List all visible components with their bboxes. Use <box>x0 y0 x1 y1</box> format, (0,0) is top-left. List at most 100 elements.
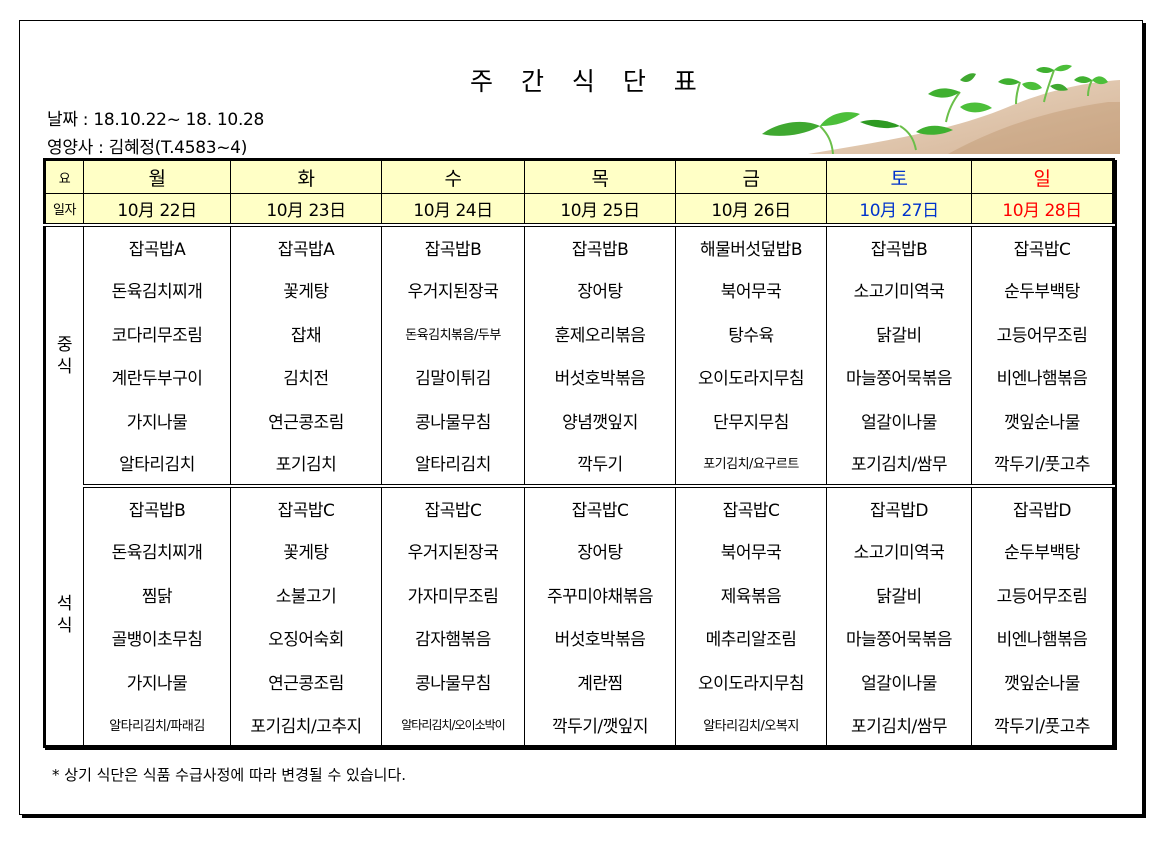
dinner-item: 깍두기/풋고추 <box>971 703 1114 747</box>
dinner-item: 찜닭 <box>83 572 231 616</box>
lunch-row: 가지나물 연근콩조림 콩나물무침 양념깻잎지 단무지무침 얼갈이나물 깻잎순나물 <box>45 398 1114 442</box>
weekday-tue: 화 <box>230 159 382 194</box>
lunch-item: 해물버섯덮밥B <box>675 224 827 268</box>
dinner-item: 알타리김치/오이소박이 <box>381 703 525 747</box>
dinner-item: 잡곡밥C <box>524 485 676 529</box>
dinner-row: 찜닭 소불고기 가자미무조림 주꾸미야채볶음 제육볶음 닭갈비 고등어무조림 <box>45 572 1114 616</box>
dinner-item: 가지나물 <box>83 659 231 703</box>
lunch-row: 알타리김치 포기김치 알타리김치 깍두기 포기김치/요구르트 포기김치/쌈무 깍… <box>45 442 1114 488</box>
change-notice: * 상기 식단은 식품 수급사정에 따라 변경될 수 있습니다. <box>52 766 407 784</box>
dinner-item: 돈육김치찌개 <box>83 529 231 573</box>
weekday-sat: 토 <box>826 159 972 194</box>
lunch-item: 잡곡밥B <box>381 224 525 268</box>
lunch-item: 마늘쫑어묵볶음 <box>826 355 972 399</box>
dinner-item: 포기김치/쌈무 <box>826 703 972 747</box>
lunch-item: 깍두기 <box>524 442 676 488</box>
date-fri: 10月 26日 <box>675 193 827 227</box>
weekday-thu: 목 <box>524 159 676 194</box>
lunch-item: 단무지무침 <box>675 398 827 442</box>
lunch-item: 깍두기/풋고추 <box>971 442 1114 488</box>
dinner-item: 콩나물무침 <box>381 659 525 703</box>
lunch-item: 꽃게탕 <box>230 268 382 312</box>
dinner-item: 순두부백탕 <box>971 529 1114 573</box>
dinner-item: 잡곡밥D <box>826 485 972 529</box>
lunch-item: 코다리무조림 <box>83 311 231 355</box>
dinner-row: 돈육김치찌개 꽃게탕 우거지된장국 장어탕 북어무국 소고기미역국 순두부백탕 <box>45 529 1114 573</box>
seedling-illustration-icon <box>748 52 1120 154</box>
lunch-item: 잡채 <box>230 311 382 355</box>
dinner-item: 마늘쫑어묵볶음 <box>826 616 972 660</box>
dinner-item: 버섯호박볶음 <box>524 616 676 660</box>
weekday-row-label: 요 <box>44 159 84 194</box>
dinner-item: 계란찜 <box>524 659 676 703</box>
lunch-item: 잡곡밥A <box>83 224 231 268</box>
dinner-item: 가자미무조림 <box>381 572 525 616</box>
lunch-row: 돈육김치찌개 꽃게탕 우거지된장국 장어탕 북어무국 소고기미역국 순두부백탕 <box>45 268 1114 312</box>
lunch-item: 계란두부구이 <box>83 355 231 399</box>
dinner-item: 잡곡밥C <box>230 485 382 529</box>
weekday-sun: 일 <box>971 159 1114 194</box>
dinner-item: 비엔나햄볶음 <box>971 616 1114 660</box>
lunch-item: 잡곡밥A <box>230 224 382 268</box>
lunch-item: 연근콩조림 <box>230 398 382 442</box>
lunch-item: 훈제오리볶음 <box>524 311 676 355</box>
lunch-item: 돈육김치찌개 <box>83 268 231 312</box>
dinner-row: 가지나물 연근콩조림 콩나물무침 계란찜 오이도라지무침 얼갈이나물 깻잎순나물 <box>45 659 1114 703</box>
lunch-row: 중식 잡곡밥A 잡곡밥A 잡곡밥B 잡곡밥B 해물버섯덮밥B 잡곡밥B 잡곡밥C <box>44 224 1114 486</box>
lunch-item: 포기김치/요구르트 <box>675 442 827 488</box>
dinner-label: 석식 <box>44 485 84 747</box>
lunch-item: 버섯호박볶음 <box>524 355 676 399</box>
dinner-item: 소고기미역국 <box>826 529 972 573</box>
date-sat: 10月 27日 <box>826 193 972 227</box>
dinner-item: 고등어무조림 <box>971 572 1114 616</box>
date-tue: 10月 23日 <box>230 193 382 227</box>
dinner-item: 알타리김치/오복지 <box>675 703 827 747</box>
dinner-item: 연근콩조림 <box>230 659 382 703</box>
lunch-item: 얼갈이나물 <box>826 398 972 442</box>
dinner-item: 닭갈비 <box>826 572 972 616</box>
dinner-item: 북어무국 <box>675 529 827 573</box>
dinner-item: 얼갈이나물 <box>826 659 972 703</box>
lunch-item: 돈육김치볶음/두부 <box>381 311 525 355</box>
dinner-row: 알타리김치/파래김 포기김치/고추지 알타리김치/오이소박이 깍두기/깻잎지 알… <box>45 703 1114 747</box>
weekday-fri: 금 <box>675 159 827 194</box>
lunch-row: 코다리무조림 잡채 돈육김치볶음/두부 훈제오리볶음 탕수육 닭갈비 고등어무조… <box>45 311 1114 355</box>
lunch-item: 우거지된장국 <box>381 268 525 312</box>
lunch-item: 김치전 <box>230 355 382 399</box>
lunch-item: 잡곡밥C <box>971 224 1114 268</box>
weekday-mon: 월 <box>83 159 231 194</box>
lunch-item: 가지나물 <box>83 398 231 442</box>
dinner-item: 꽃게탕 <box>230 529 382 573</box>
dinner-item: 알타리김치/파래김 <box>83 703 231 747</box>
dinner-item: 장어탕 <box>524 529 676 573</box>
dinner-item: 메추리알조림 <box>675 616 827 660</box>
lunch-item: 북어무국 <box>675 268 827 312</box>
date-sun: 10月 28日 <box>971 193 1114 227</box>
dinner-item: 잡곡밥B <box>83 485 231 529</box>
dinner-item: 깻잎순나물 <box>971 659 1114 703</box>
lunch-item: 비엔나햄볶음 <box>971 355 1114 399</box>
dietitian-info: 영양사 : 김혜정(T.4583~4) <box>47 138 248 158</box>
lunch-item: 잡곡밥B <box>524 224 676 268</box>
dinner-item: 주꾸미야채볶음 <box>524 572 676 616</box>
lunch-item: 깻잎순나물 <box>971 398 1114 442</box>
page-title: 주 간 식 단 표 <box>470 67 707 96</box>
date-thu: 10月 25日 <box>524 193 676 227</box>
lunch-label: 중식 <box>44 224 84 486</box>
dinner-item: 감자햄볶음 <box>381 616 525 660</box>
lunch-item: 탕수육 <box>675 311 827 355</box>
dinner-row: 석식 잡곡밥B 잡곡밥C 잡곡밥C 잡곡밥C 잡곡밥C 잡곡밥D 잡곡밥D <box>44 485 1114 747</box>
lunch-item: 포기김치/쌈무 <box>826 442 972 488</box>
date-row-label: 일자 <box>44 193 84 227</box>
lunch-item: 소고기미역국 <box>826 268 972 312</box>
lunch-item: 순두부백탕 <box>971 268 1114 312</box>
dinner-item: 제육볶음 <box>675 572 827 616</box>
dinner-row: 골뱅이초무침 오징어숙회 감자햄볶음 버섯호박볶음 메추리알조림 마늘쫑어묵볶음… <box>45 616 1114 660</box>
lunch-item: 닭갈비 <box>826 311 972 355</box>
lunch-row: 계란두부구이 김치전 김말이튀김 버섯호박볶음 오이도라지무침 마늘쫑어묵볶음 … <box>45 355 1114 399</box>
dinner-item: 잡곡밥C <box>381 485 525 529</box>
dinner-item: 오징어숙회 <box>230 616 382 660</box>
lunch-item: 포기김치 <box>230 442 382 488</box>
weekday-wed: 수 <box>381 159 525 194</box>
lunch-item: 오이도라지무침 <box>675 355 827 399</box>
